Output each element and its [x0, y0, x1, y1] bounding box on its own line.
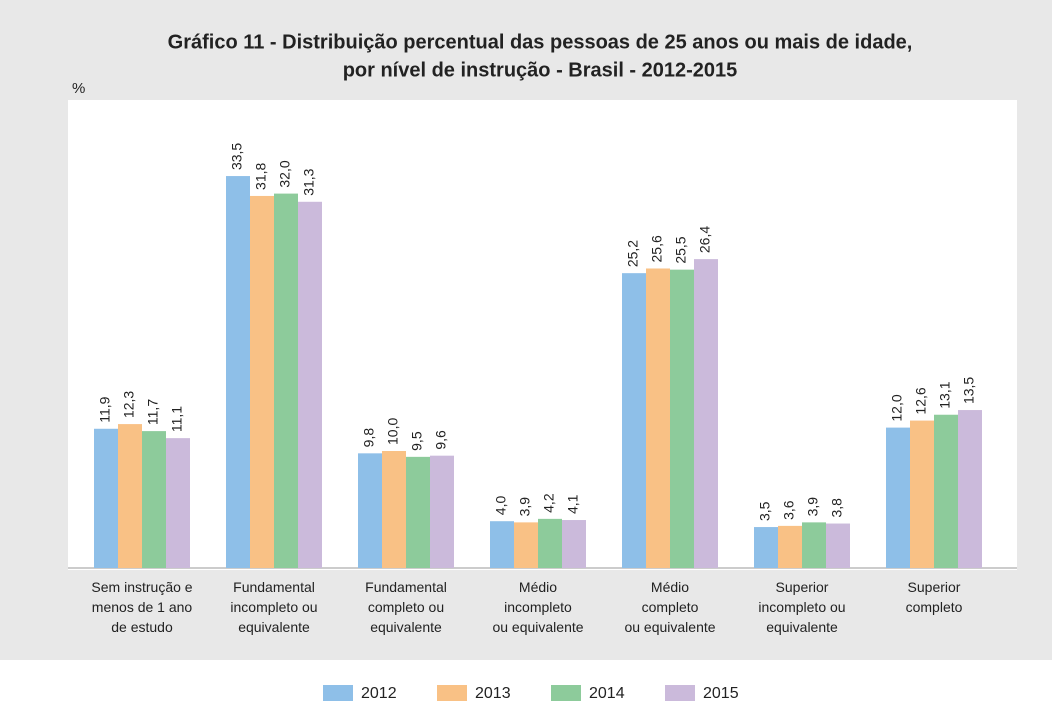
x-tick-label: Superior completo	[905, 579, 963, 615]
x-tick-label: Médio incompleto ou equivalente	[492, 579, 584, 635]
value-label: 3,5	[757, 501, 773, 521]
value-label: 33,5	[229, 143, 245, 170]
bar	[226, 176, 250, 569]
value-label: 11,1	[169, 406, 185, 432]
x-tick-label: Superior incompleto ou equivalente	[758, 579, 846, 635]
bar	[622, 273, 646, 568]
bar	[670, 269, 694, 568]
bar	[166, 438, 190, 568]
bar	[538, 518, 562, 568]
bar	[382, 451, 406, 568]
x-tick-label: Médio completo ou equivalente	[624, 579, 716, 635]
bar	[646, 268, 670, 568]
value-label: 26,4	[697, 226, 713, 253]
bar	[562, 520, 586, 568]
bar	[490, 521, 514, 568]
bar	[430, 455, 454, 568]
value-label: 9,5	[409, 431, 425, 451]
bar	[142, 431, 166, 568]
y-axis-label: %	[72, 80, 85, 97]
legend-swatch	[551, 685, 581, 701]
legend-label: 2012	[361, 685, 397, 702]
legend-label: 2014	[589, 685, 625, 702]
legend-label: 2013	[475, 685, 511, 702]
legend-label: 2015	[703, 685, 739, 702]
value-label: 4,1	[565, 494, 581, 514]
bar	[958, 410, 982, 568]
value-label: 4,2	[541, 493, 557, 513]
bar	[274, 193, 298, 568]
bar	[826, 523, 850, 568]
bar	[250, 195, 274, 568]
value-label: 31,3	[301, 168, 317, 195]
value-label: 3,9	[805, 497, 821, 517]
value-label: 25,6	[649, 235, 665, 262]
bar	[754, 527, 778, 568]
bar	[118, 424, 142, 568]
value-label: 11,7	[145, 399, 161, 425]
x-tick-label: Fundamental incompleto ou equivalente	[230, 579, 318, 635]
value-label: 31,8	[253, 162, 269, 189]
value-label: 10,0	[385, 418, 401, 445]
chart-title: Gráfico 11 - Distribuição percentual das…	[168, 31, 913, 53]
value-label: 11,9	[97, 396, 113, 422]
legend-swatch	[665, 685, 695, 701]
value-label: 25,2	[625, 240, 641, 267]
bar	[886, 427, 910, 568]
chart-subtitle: por nível de instrução - Brasil - 2012-2…	[343, 59, 738, 81]
bar	[94, 428, 118, 568]
legend-swatch	[437, 685, 467, 701]
value-label: 9,8	[361, 428, 377, 448]
value-label: 3,9	[517, 497, 533, 517]
value-label: 13,5	[961, 377, 977, 404]
bar	[358, 453, 382, 568]
value-label: 32,0	[277, 160, 293, 187]
bar	[298, 201, 322, 569]
value-label: 13,1	[937, 381, 953, 408]
legend-swatch	[323, 685, 353, 701]
value-label: 4,0	[493, 496, 509, 516]
value-label: 12,6	[913, 387, 929, 414]
value-label: 12,3	[121, 391, 137, 418]
value-label: 9,6	[433, 430, 449, 450]
x-tick-label: Fundamental completo ou equivalente	[365, 579, 447, 635]
value-label: 3,6	[781, 500, 797, 520]
bar	[514, 522, 538, 568]
bar	[406, 456, 430, 568]
value-label: 25,5	[673, 236, 689, 263]
value-label: 12,0	[889, 394, 905, 421]
bar	[802, 522, 826, 568]
bar	[778, 525, 802, 568]
value-label: 3,8	[829, 498, 845, 518]
bar	[934, 414, 958, 568]
x-tick-label: Sem instrução e menos de 1 ano de estudo	[91, 579, 193, 635]
bar	[910, 420, 934, 568]
bar	[694, 259, 718, 568]
